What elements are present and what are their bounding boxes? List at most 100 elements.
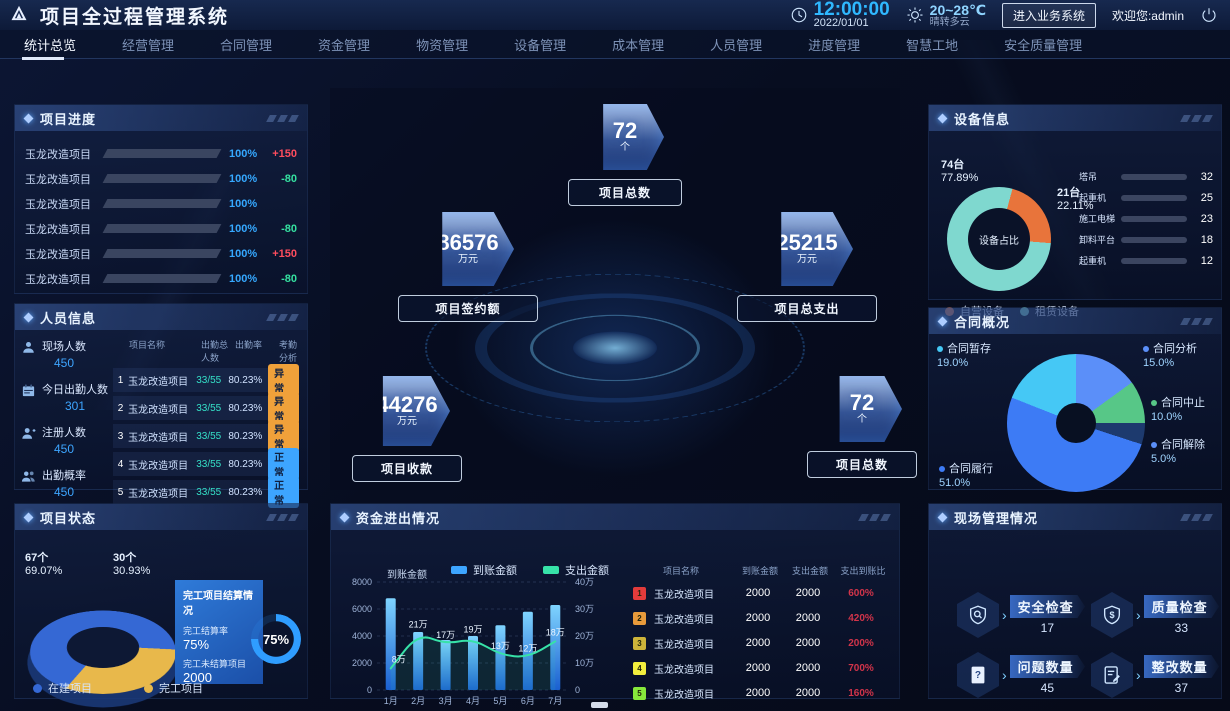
- progress-bar: [102, 249, 222, 258]
- enter-business-system-button[interactable]: 进入业务系统: [1001, 2, 1096, 28]
- row-index: 2: [117, 402, 124, 414]
- kpi-hexagon-top: ‹ 72 个 › 项目总数: [568, 104, 682, 206]
- diamond-icon: [23, 113, 34, 123]
- row-index: 5: [117, 486, 124, 498]
- funds-table-row: 1 玉龙改造项目 2000 2000 600%: [627, 582, 893, 604]
- panel-title: 合同概况: [954, 314, 1011, 330]
- chevron-right-icon: ›: [1136, 607, 1141, 623]
- svg-text:21万: 21万: [409, 619, 428, 629]
- funds-table-row: 4 玉龙改造项目 2000 2000 700%: [627, 657, 893, 679]
- progress-percent: 100%: [229, 272, 258, 285]
- personnel-stat: 现场人数 450: [21, 338, 113, 370]
- progress-row-list: 玉龙改造项目 100% +150 玉龙改造项目 100% -80 玉龙改造项目 100% 玉龙改…: [15, 131, 307, 291]
- nav-tab-合同管理[interactable]: 合同管理: [220, 37, 273, 53]
- progress-percent: 100%: [229, 147, 258, 160]
- hexagon-shape: ‹ 72 个 ›: [603, 104, 664, 170]
- status-badge: 异常: [268, 392, 299, 424]
- attendance-count: 33/55: [196, 402, 222, 414]
- nav-tab-安全质量管理[interactable]: 安全质量管理: [1004, 37, 1083, 53]
- row-index: 3: [117, 430, 124, 442]
- power-icon[interactable]: [1200, 6, 1218, 24]
- panel-title: 项目状态: [40, 510, 97, 526]
- hexagon-shape: ‹ 44276 万元 ›: [376, 376, 450, 446]
- attendance-count: 33/55: [196, 430, 222, 442]
- nav-tab-智慧工地[interactable]: 智慧工地: [906, 37, 959, 53]
- project-name: 玉龙改造项目: [25, 148, 91, 161]
- panel-header: 人员信息: [15, 304, 307, 330]
- status-callout-in-progress: 67个 69.07%: [25, 552, 63, 577]
- svg-text:4000: 4000: [352, 631, 372, 641]
- site-metric-问题数量: ? › 问题数量 45: [957, 648, 1085, 702]
- nav-tab-人员管理[interactable]: 人员管理: [710, 37, 763, 53]
- project-name: 玉龙改造项目: [128, 432, 189, 444]
- doc-edit-icon: [1091, 652, 1133, 698]
- funds-legend: 到账金额 支出金额: [451, 562, 609, 578]
- weather-text: 晴转多云: [929, 16, 970, 28]
- kpi-value: 44276: [376, 392, 438, 417]
- svg-text:40万: 40万: [575, 577, 594, 587]
- kpi-value: 72: [849, 390, 875, 415]
- panel-header: 合同概况: [929, 308, 1221, 334]
- spent-amount: 2000: [795, 587, 821, 599]
- panel-header: 资金进出情况: [331, 504, 899, 530]
- diamond-icon: [23, 512, 34, 522]
- panel-site-management: 现场管理情况 › 安全检查 17 $ › 质量检查 33? › 问题数量 45 › 整改数量 37: [928, 503, 1222, 699]
- project-name: 玉龙改造项目: [654, 689, 714, 701]
- hexagon-shape: ‹ 25215 万元 ›: [776, 212, 853, 286]
- kpi-value: 25215: [776, 230, 838, 255]
- project-name: 玉龙改造项目: [25, 248, 91, 261]
- personnel-table-row: 1 玉龙改造项目 33/55 80.23% 异常: [113, 364, 299, 396]
- nav-tab-资金管理[interactable]: 资金管理: [318, 37, 371, 53]
- personnel-stat: 注册人数 450: [21, 424, 113, 456]
- nav-tab-物资管理[interactable]: 物资管理: [416, 37, 469, 53]
- nav-tab-统计总览[interactable]: 统计总览: [22, 30, 78, 60]
- temperature-text: 20~28℃: [929, 1, 986, 18]
- equipment-count: 18: [1200, 234, 1213, 246]
- personnel-table-header: 项目名称 出勤总人数 出勤率 考勤分析: [129, 340, 297, 363]
- nav-tab-设备管理[interactable]: 设备管理: [514, 37, 567, 53]
- stat-value: 450: [53, 485, 75, 499]
- progress-bar: [102, 174, 222, 183]
- progress-percent: 100%: [229, 172, 258, 185]
- funds-table-row: 2 玉龙改造项目 2000 2000 420%: [627, 607, 893, 629]
- diamond-icon: [937, 512, 948, 522]
- nav-tab-成本管理[interactable]: 成本管理: [612, 37, 665, 53]
- kpi-label: 项目收款: [352, 455, 462, 482]
- hexagon-shape: ‹ 72 个 ›: [839, 376, 902, 442]
- panel-title: 人员信息: [40, 310, 97, 326]
- received-amount: 2000: [745, 662, 771, 674]
- sun-icon: [906, 6, 924, 24]
- svg-text:7月: 7月: [548, 696, 562, 706]
- panel-funds-flow: 资金进出情况 到账金额 到账金额 支出金额 0 0 2000 10万 4000 20万 600…: [330, 503, 900, 706]
- panel-title: 现场管理情况: [954, 510, 1039, 526]
- funds-table-row: 5 玉龙改造项目 2000 2000 160%: [627, 682, 893, 704]
- panel-project-progress: 项目进度 玉龙改造项目 100% +150 玉龙改造项目 100% -80 玉龙改造项目 10…: [14, 104, 308, 294]
- funds-table: 项目名称 到账金额 支出金额 支出到账比 1 玉龙改造项目 2000 2000 600% 2 玉龙改…: [627, 564, 893, 707]
- site-metric-质量检查: $ › 质量检查 33: [1091, 588, 1219, 642]
- panel-header-decoration: [266, 513, 299, 521]
- rank-square: 1: [633, 586, 646, 600]
- project-name: 玉龙改造项目: [25, 223, 91, 236]
- spent-amount: 2000: [795, 612, 821, 624]
- personnel-table-row: 4 玉龙改造项目 33/55 80.23% 正常: [113, 448, 299, 480]
- shield-search-icon: [957, 592, 999, 638]
- site-metric-value: 37: [1174, 681, 1189, 695]
- personnel-table: 项目名称 出勤总人数 出勤率 考勤分析 1 玉龙改造项目 33/55 80.23% 异常 2 玉龙改…: [113, 338, 299, 510]
- equipment-count: 12: [1200, 255, 1213, 267]
- svg-text:13万: 13万: [491, 641, 510, 651]
- nav-tab-经营管理[interactable]: 经营管理: [122, 37, 175, 53]
- nav-tab-进度管理[interactable]: 进度管理: [808, 37, 861, 53]
- equipment-name: 卸料平台: [1079, 235, 1116, 245]
- svg-text:?: ?: [975, 670, 981, 681]
- project-name: 玉龙改造项目: [654, 639, 714, 651]
- panel-header-decoration: [1180, 114, 1213, 122]
- chevron-left-icon: ‹: [755, 236, 761, 257]
- progress-row: 玉龙改造项目 100% +150: [25, 241, 297, 266]
- diamond-icon: [23, 312, 34, 322]
- equipment-name: 施工电梯: [1079, 214, 1116, 224]
- site-item-grid: › 安全检查 17 $ › 质量检查 33? › 问题数量 45 › 整改数量 37: [929, 530, 1221, 698]
- scrollbar-handle[interactable]: [591, 702, 608, 708]
- equipment-bar: [1121, 174, 1187, 180]
- attendance-rate: 80.23%: [228, 458, 263, 470]
